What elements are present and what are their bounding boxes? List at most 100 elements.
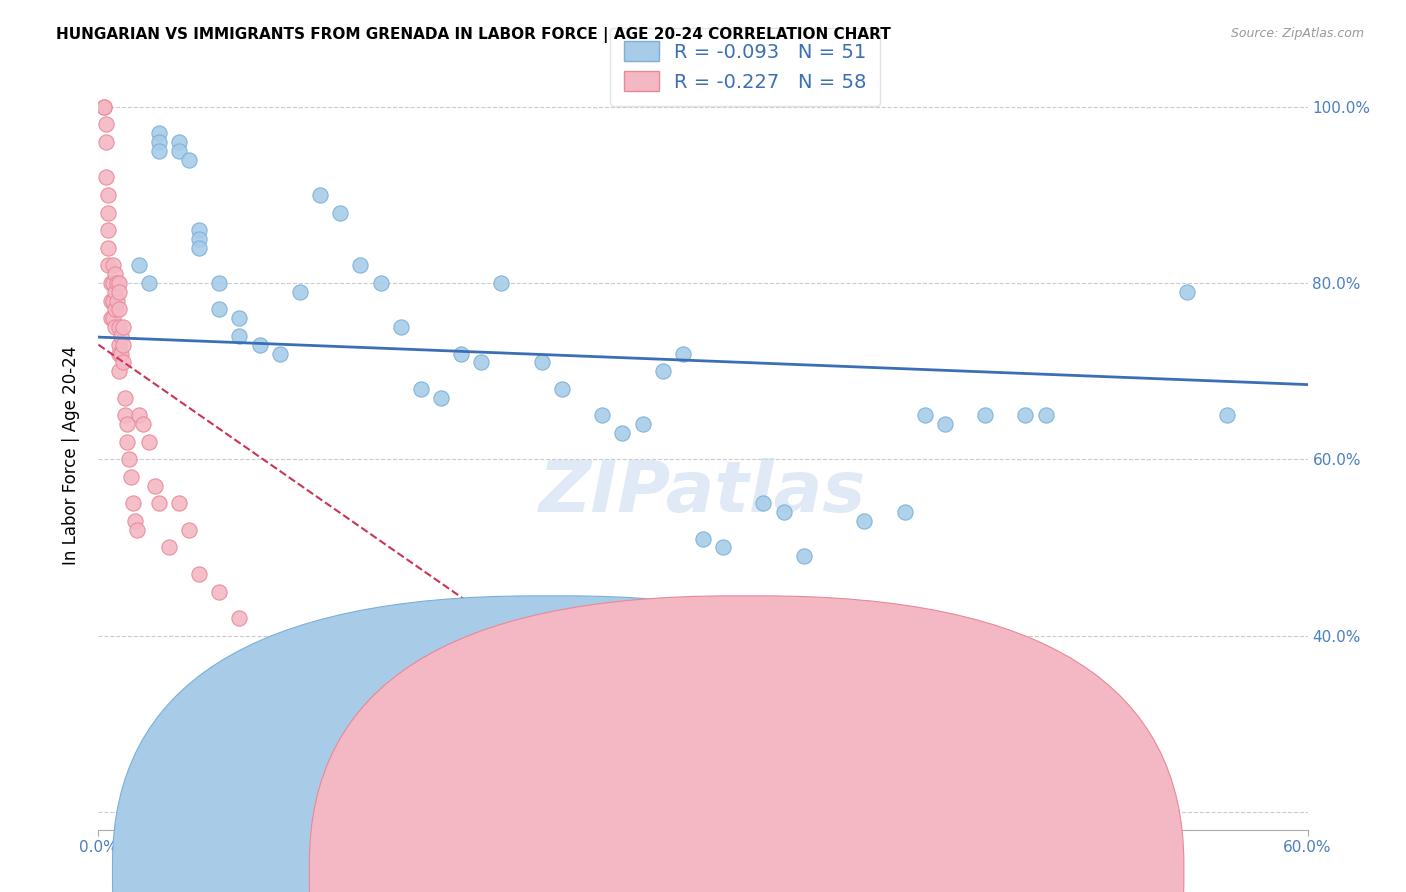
Point [107,346,129,360]
Point [97,241,120,255]
Point [157,541,180,555]
Point [103,302,125,317]
Point [125,523,148,537]
Point [100,311,122,326]
Point [100,293,122,308]
Point [97,205,120,219]
Point [228,611,250,625]
Point [179,153,201,167]
Point [138,434,160,449]
Point [370,276,392,290]
Point [530,355,553,369]
Point [103,320,125,334]
Point [111,320,134,334]
Point [269,690,291,705]
Point [631,417,654,431]
Point [1035,409,1057,423]
Point [103,285,125,299]
Point [1175,285,1198,299]
Point [208,276,231,290]
Point [288,285,311,299]
Point [97,259,120,273]
Point [105,276,128,290]
Text: HUNGARIAN VS IMMIGRANTS FROM GRENADA IN LABOR FORCE | AGE 20-24 CORRELATION CHAR: HUNGARIAN VS IMMIGRANTS FROM GRENADA IN … [56,27,891,43]
Point [107,337,129,351]
Point [167,496,190,510]
Point [111,337,134,351]
Point [813,699,835,714]
Point [249,673,271,687]
Point [389,320,412,334]
Point [1216,409,1239,423]
Point [105,293,128,308]
Point [772,505,794,519]
Point [711,541,734,555]
Point [793,646,815,660]
Point [167,135,190,149]
Point [450,346,472,360]
Point [188,223,211,237]
Point [143,479,166,493]
Point [96,170,118,185]
Point [101,293,124,308]
Point [752,496,775,510]
Point [107,320,129,334]
Point [115,434,138,449]
Point [430,391,453,405]
Point [551,382,574,396]
Point [249,337,271,351]
Point [115,417,138,431]
Point [179,523,201,537]
Point [128,259,150,273]
Point [853,514,876,528]
Point [118,452,141,467]
Text: ZIPatlas: ZIPatlas [540,458,866,527]
Point [103,267,125,281]
Point [208,584,231,599]
Point [1014,409,1036,423]
Point [114,391,136,405]
Point [893,505,915,519]
Y-axis label: In Labor Force | Age 20-24: In Labor Force | Age 20-24 [62,345,80,565]
Point [101,311,124,326]
Point [934,417,956,431]
Point [188,241,211,255]
Point [148,135,170,149]
Point [97,187,120,202]
Point [110,329,132,343]
Point [114,409,136,423]
Point [491,276,513,290]
Point [329,708,352,723]
Point [107,364,129,378]
Text: Hungarians: Hungarians [571,863,658,877]
Point [128,409,150,423]
Point [612,425,634,440]
Point [228,329,250,343]
Point [228,311,250,326]
Point [148,496,170,510]
Point [651,364,673,378]
Point [591,409,613,423]
Point [148,144,170,158]
Point [309,187,332,202]
Point [167,144,190,158]
Point [148,126,170,140]
Point [692,532,714,546]
Point [107,285,129,299]
Point [793,549,815,564]
Point [107,302,129,317]
Point [329,205,352,219]
Point [96,117,118,131]
Point [470,355,492,369]
Point [93,100,115,114]
Point [93,100,115,114]
Text: Immigrants from Grenada: Immigrants from Grenada [768,863,966,877]
Point [97,223,120,237]
Text: Source: ZipAtlas.com: Source: ZipAtlas.com [1230,27,1364,40]
Point [100,276,122,290]
Point [107,276,129,290]
Point [138,276,160,290]
Point [120,470,142,484]
Point [269,346,291,360]
Legend: R = -0.093   N = 51, R = -0.227   N = 58: R = -0.093 N = 51, R = -0.227 N = 58 [610,28,880,105]
